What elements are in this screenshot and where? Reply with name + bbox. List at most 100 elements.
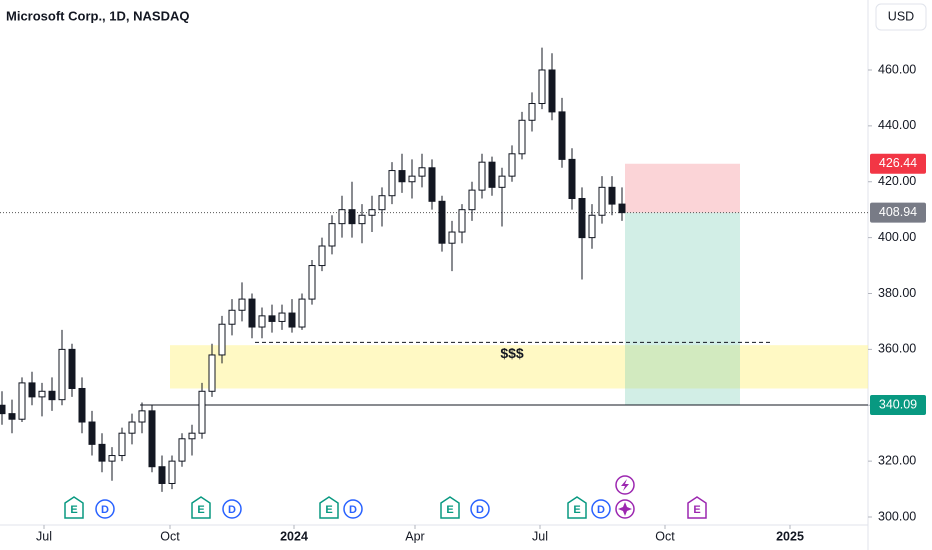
event-label: D	[476, 504, 484, 516]
candle-body	[578, 198, 586, 239]
x-tick-label: 2025	[776, 529, 804, 543]
dividend-icon	[343, 499, 363, 519]
candle-body	[568, 158, 576, 200]
candle-body	[408, 175, 416, 183]
candle-body	[488, 161, 496, 188]
y-tick-label: 420.00	[878, 174, 916, 188]
event-label: E	[446, 504, 453, 516]
zone-label: $$$	[500, 345, 524, 361]
dividend-icon	[222, 499, 242, 519]
earnings-icon	[440, 496, 460, 519]
y-tick-label: 320.00	[878, 453, 916, 467]
candle-body	[88, 421, 96, 445]
candle-body	[38, 390, 46, 398]
dividend-icon	[591, 499, 611, 519]
candle-body	[428, 167, 436, 202]
candle-body	[518, 119, 526, 155]
currency-button[interactable]	[875, 3, 927, 31]
x-tick-label: Jul	[532, 529, 548, 543]
candle-body	[398, 170, 406, 183]
candle-body	[28, 382, 36, 398]
candle-body	[478, 161, 486, 191]
candle-body	[228, 309, 236, 325]
candle-body	[368, 209, 376, 216]
candle-body	[498, 175, 506, 188]
price-badge-label: 426.44	[879, 156, 917, 170]
candle-body	[298, 298, 306, 328]
candle-body	[198, 390, 206, 434]
candle-body	[378, 195, 386, 211]
candle-body	[158, 466, 166, 484]
candle-body	[108, 455, 116, 462]
y-tick-label: 380.00	[878, 286, 916, 300]
candle-body	[598, 186, 606, 216]
candle-body	[268, 315, 276, 322]
x-tick-label: Oct	[160, 529, 180, 543]
event-label: E	[70, 504, 77, 516]
price-badge	[870, 202, 926, 223]
candle-body	[418, 167, 426, 177]
candle-body	[308, 265, 316, 300]
candle-body	[168, 460, 176, 484]
candle-body	[278, 312, 286, 322]
event-label: D	[349, 504, 357, 516]
candle-body	[548, 69, 556, 113]
stop-zone	[625, 163, 740, 213]
candle-body	[58, 348, 66, 401]
price-badge	[870, 153, 926, 174]
chart-title: Microsoft Corp., 1D, NASDAQ	[6, 8, 189, 23]
candle-body	[318, 245, 326, 267]
candle-body	[248, 298, 256, 328]
candle-body	[208, 354, 216, 392]
candle-body	[8, 413, 16, 420]
candle-body	[288, 312, 296, 328]
y-tick-label: 460.00	[878, 62, 916, 76]
price-badge-label: 408.94	[879, 205, 917, 219]
liquidity-zone	[170, 345, 868, 389]
candle-body	[68, 348, 76, 389]
event-label: E	[197, 504, 204, 516]
candle-body	[608, 186, 616, 205]
earnings-icon	[191, 496, 211, 519]
dividend-icon	[95, 499, 115, 519]
target-zone	[625, 212, 740, 406]
candle-body	[328, 223, 336, 247]
candle-body	[118, 432, 126, 457]
price-badge	[870, 395, 926, 416]
event-label: E	[325, 504, 332, 516]
event-label: D	[597, 504, 605, 516]
candle-body	[508, 153, 516, 177]
candle-body	[358, 214, 366, 225]
candle-body	[128, 421, 136, 434]
y-tick-label: 440.00	[878, 118, 916, 132]
earnings-icon	[319, 496, 339, 519]
candle-body	[178, 438, 186, 462]
candle-body	[218, 323, 226, 356]
event-label: E	[693, 504, 700, 516]
candle-body	[78, 387, 86, 423]
candle-body	[0, 404, 6, 415]
candle-body	[538, 69, 546, 105]
candle-body	[98, 443, 106, 462]
candle-body	[338, 209, 346, 225]
event-label: D	[228, 504, 236, 516]
event-label: E	[573, 504, 580, 516]
candle-body	[458, 209, 466, 233]
candle-body	[258, 315, 266, 328]
earnings-icon	[687, 496, 707, 519]
y-tick-label: 360.00	[878, 342, 916, 356]
currency-label[interactable]: USD	[888, 9, 914, 23]
candle-body	[348, 209, 356, 225]
y-tick-label: 300.00	[878, 509, 916, 523]
candle-body	[48, 390, 56, 401]
candle-body	[388, 170, 396, 197]
x-tick-label: Jul	[36, 529, 52, 543]
sparkle-shape	[618, 502, 632, 516]
event-label: D	[101, 504, 109, 516]
candle-body	[148, 410, 156, 468]
price-badge-label: 340.09	[879, 397, 917, 411]
candle-body	[558, 111, 566, 160]
